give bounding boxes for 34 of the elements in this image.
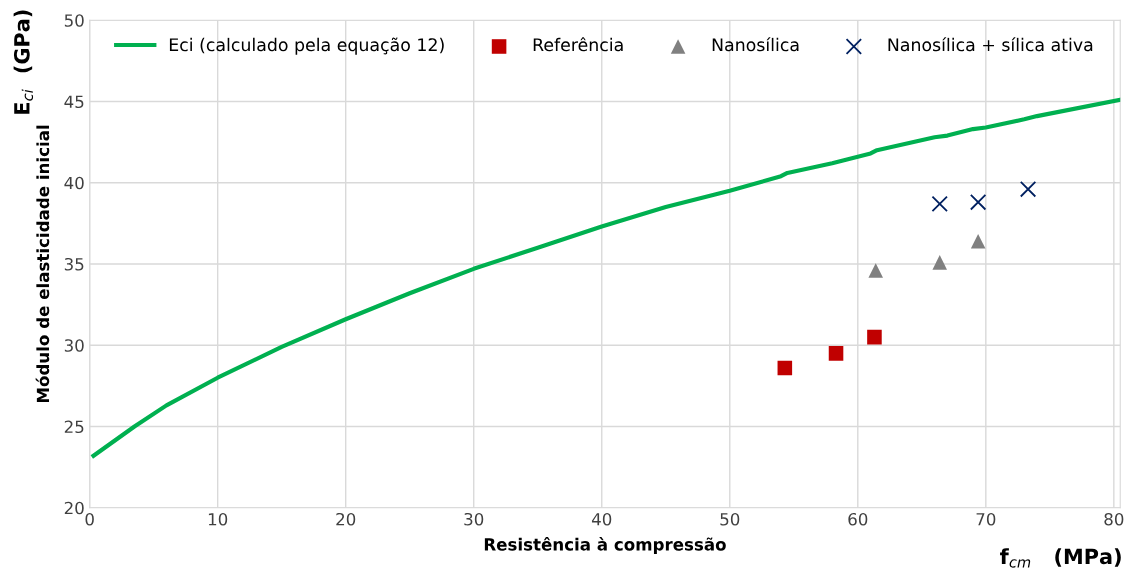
text: E$_{ci}$ (GPa) — [13, 10, 34, 114]
legend-label: Referência — [533, 37, 623, 52]
legend-label: Nanosílica — [712, 37, 799, 52]
y-tick-label: 35 — [64, 257, 84, 271]
y-axis-title: Módulo de elasticidade inicial — [35, 125, 50, 403]
x-tick-label: 60 — [848, 512, 868, 526]
x-tick-label: 0 — [85, 512, 94, 526]
line-series — [91, 97, 1121, 458]
x-tick-label: 70 — [976, 512, 996, 526]
y-tick-label: 30 — [64, 339, 84, 352]
legend-label: Eci (calculado pela equação 12) — [169, 37, 444, 55]
x-tick-label: 20 — [336, 512, 356, 526]
x-tick-label: 80 — [1104, 512, 1124, 526]
point — [1019, 181, 1037, 198]
point — [970, 233, 986, 249]
x-tick-label: 40 — [591, 512, 612, 526]
y-tick-label: 20 — [64, 501, 84, 515]
point — [777, 360, 793, 376]
y-tick-label: 50 — [64, 14, 84, 27]
point — [868, 263, 884, 278]
point — [931, 195, 948, 213]
x-axis-title: Resistência à compressão — [484, 537, 726, 554]
point — [867, 329, 882, 345]
point — [969, 194, 987, 211]
y-tick-label: 40 — [64, 176, 84, 190]
x-tick-label: 10 — [208, 512, 228, 526]
y-tick-label: 45 — [64, 95, 84, 109]
point — [828, 346, 844, 361]
x-tick-label: 30 — [464, 512, 484, 526]
legend-label: Nanosílica + sílica ativa — [888, 37, 1093, 52]
y-tick-label: 25 — [64, 420, 84, 434]
point — [932, 255, 948, 270]
x-tick-label: 50 — [720, 512, 740, 526]
text: f$_{cm}$ (MPa) — [1000, 548, 1121, 568]
